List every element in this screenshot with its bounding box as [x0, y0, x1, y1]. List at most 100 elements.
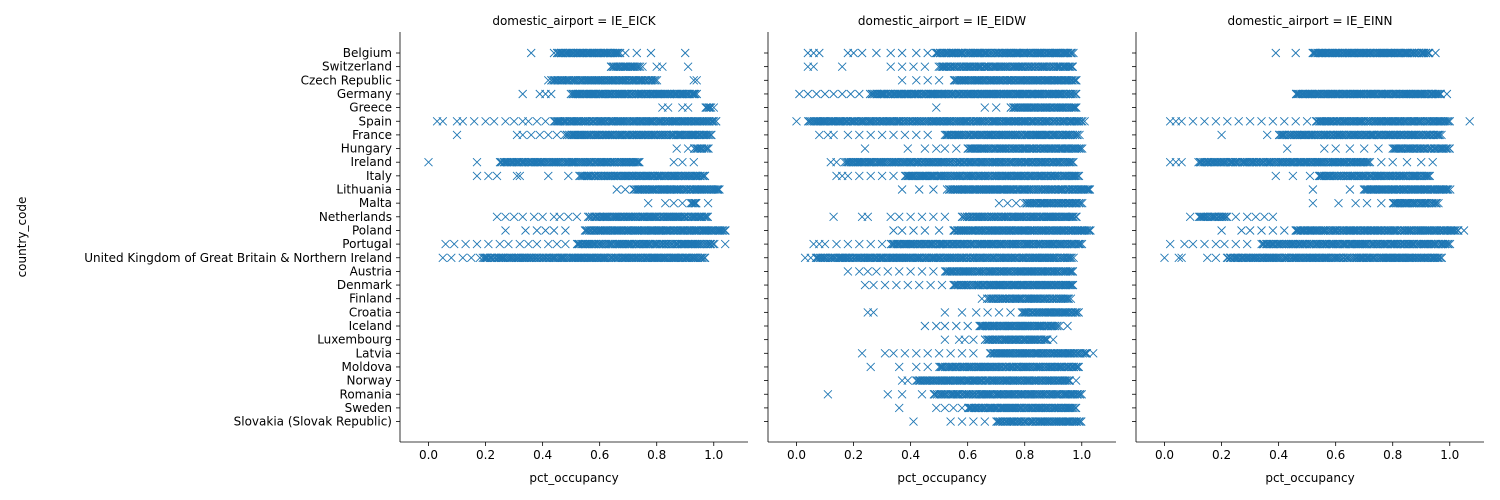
data-point	[638, 62, 647, 72]
data-point	[492, 212, 502, 222]
data-point	[814, 130, 824, 140]
data-point	[971, 308, 981, 317]
data-point	[672, 144, 682, 153]
x-tick-label: 0.4	[901, 448, 920, 462]
data-point	[678, 157, 687, 167]
data-point	[634, 62, 643, 72]
data-point	[843, 239, 853, 249]
data-point	[877, 130, 887, 140]
data-point	[909, 226, 918, 235]
data-point	[940, 321, 950, 331]
data-point	[1067, 89, 1076, 99]
data-point	[567, 75, 576, 85]
data-point	[632, 48, 642, 58]
data-point	[546, 89, 556, 99]
data-point	[701, 212, 711, 222]
data-point	[843, 130, 853, 140]
data-point	[940, 308, 950, 317]
data-point	[646, 75, 656, 85]
data-point	[438, 116, 448, 126]
y-tick-label: Greece	[349, 101, 392, 115]
data-point	[860, 280, 870, 290]
data-point	[814, 48, 824, 58]
data-point	[612, 185, 622, 194]
data-point	[857, 48, 867, 58]
x-tick-label: 0.2	[476, 448, 495, 462]
data-point	[481, 116, 490, 126]
data-point	[1071, 376, 1081, 385]
data-point	[920, 226, 930, 235]
data-point	[883, 267, 893, 276]
data-point	[495, 239, 505, 249]
data-point	[829, 212, 838, 222]
y-tick-label: Netherlands	[319, 210, 392, 224]
data-point	[940, 335, 950, 345]
data-point	[869, 308, 878, 317]
data-point	[931, 321, 941, 331]
data-point	[900, 130, 910, 140]
data-point	[894, 267, 904, 276]
data-point	[563, 212, 573, 222]
data-point	[680, 48, 690, 58]
data-point	[1064, 294, 1074, 304]
data-point	[1048, 335, 1058, 345]
data-point	[832, 157, 841, 167]
data-point	[920, 144, 930, 153]
data-point	[518, 212, 528, 222]
data-point	[692, 75, 702, 85]
data-point	[552, 239, 562, 249]
data-point	[880, 280, 890, 290]
data-point	[886, 62, 896, 72]
data-point	[466, 253, 476, 263]
data-point	[931, 144, 941, 153]
data-point	[926, 280, 935, 290]
data-point	[620, 48, 630, 58]
data-point	[906, 267, 915, 276]
data-point	[689, 75, 699, 85]
y-tick-label: Norway	[346, 374, 392, 388]
data-point	[897, 226, 907, 235]
data-point	[820, 89, 830, 99]
data-point	[909, 62, 918, 72]
data-point	[914, 185, 924, 194]
data-point	[969, 335, 978, 345]
data-point	[472, 157, 482, 167]
data-point	[561, 239, 570, 249]
y-tick-label: Austria	[350, 264, 392, 278]
x-tick-label: 1.0	[1072, 448, 1091, 462]
data-point	[889, 226, 898, 235]
data-point	[892, 280, 901, 290]
data-point	[889, 130, 898, 140]
data-point	[837, 89, 847, 99]
data-point	[543, 171, 553, 181]
data-point	[532, 116, 542, 126]
data-point	[866, 239, 876, 249]
data-point	[509, 116, 519, 126]
data-point	[501, 212, 510, 222]
data-point	[911, 130, 921, 140]
data-point	[854, 130, 864, 140]
data-point	[611, 62, 621, 72]
x-tick-label: 0.8	[1015, 448, 1034, 462]
data-point	[472, 171, 482, 181]
data-point	[588, 48, 598, 58]
data-point	[923, 48, 933, 58]
data-point	[469, 116, 479, 126]
x-tick-label: 0.0	[419, 448, 438, 462]
x-axis-label: pct_occupancy	[897, 471, 986, 485]
data-point	[720, 239, 730, 249]
data-point	[963, 321, 973, 331]
data-point	[929, 212, 938, 222]
data-point	[518, 130, 528, 140]
y-tick-label: Sweden	[345, 401, 392, 415]
data-point	[857, 348, 867, 358]
data-point	[501, 116, 510, 126]
facet-title: domestic_airport = IE_EICK	[492, 14, 656, 28]
data-point	[535, 130, 545, 140]
data-point	[880, 348, 890, 358]
y-tick-label: Denmark	[337, 278, 392, 292]
data-point	[543, 130, 553, 140]
data-point	[803, 89, 813, 99]
data-point	[561, 226, 570, 235]
data-point	[951, 144, 961, 153]
